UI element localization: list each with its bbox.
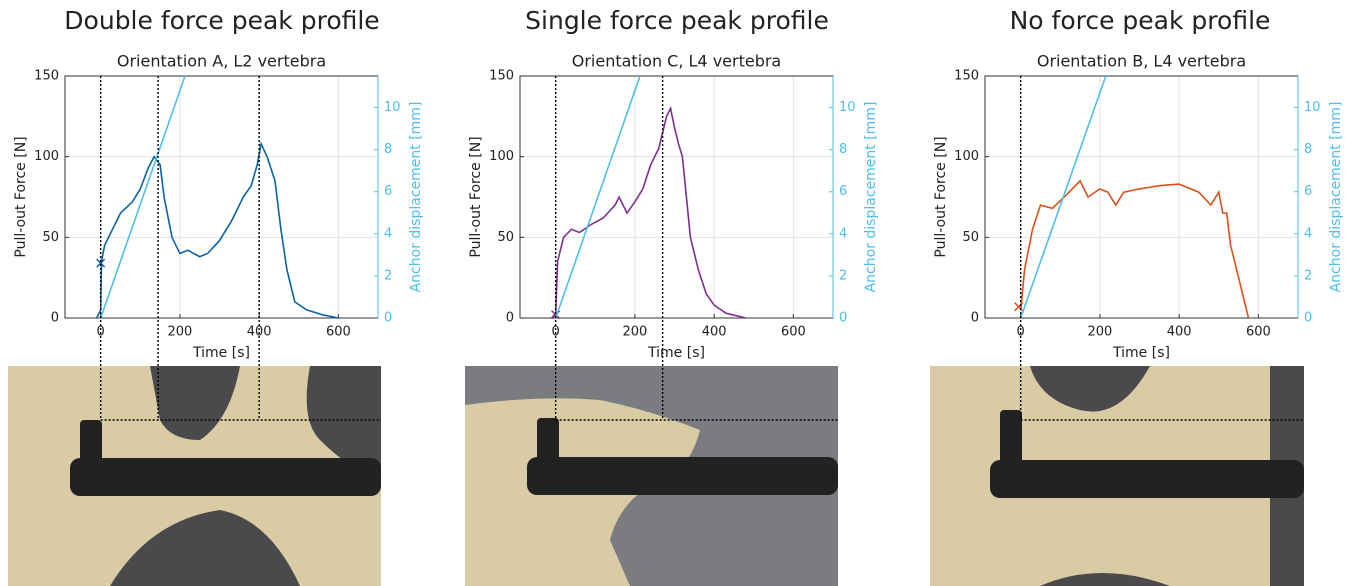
x-axis-label: Time [s]	[647, 345, 705, 361]
y-tick-label: 50	[497, 230, 514, 245]
series-line	[95, 141, 339, 318]
x-axis-label: Time [s]	[192, 345, 250, 361]
y2-tick-label: 8	[1304, 142, 1312, 157]
y2-tick-label: 0	[384, 311, 392, 326]
x-tick-label: 200	[1087, 325, 1112, 340]
x-tick-label: 400	[702, 325, 727, 340]
y-axis-label: Pull-out Force [N]	[468, 136, 484, 257]
y2-tick-label: 2	[384, 268, 392, 283]
plot-frame	[519, 75, 834, 319]
x-tick-label: 200	[622, 325, 647, 340]
photos	[8, 366, 1304, 586]
y2-tick-label: 10	[384, 100, 401, 115]
chart-subtitle: Orientation A, L2 vertebra	[117, 52, 326, 71]
y2-tick-label: 10	[1304, 100, 1321, 115]
y-tick-label: 100	[34, 149, 59, 164]
photo	[930, 366, 1304, 586]
series-line	[1019, 179, 1250, 318]
y2-tick-label: 4	[839, 226, 847, 241]
x-tick-label: 400	[1167, 325, 1192, 340]
y-tick-label: 100	[954, 149, 979, 164]
y2-axis-label: Anchor displacement [mm]	[408, 102, 424, 293]
y-tick-label: 50	[962, 230, 979, 245]
x-tick-label: 600	[326, 325, 351, 340]
y-tick-label: 150	[34, 69, 59, 84]
x-tick-label: 600	[1246, 325, 1271, 340]
series-line	[554, 76, 641, 318]
y-tick-label: 0	[971, 311, 979, 326]
y2-tick-label: 8	[384, 142, 392, 157]
y2-tick-label: 6	[1304, 184, 1312, 199]
series-line	[99, 76, 186, 318]
chart-title: Single force peak profile	[525, 6, 829, 35]
y2-tick-label: 0	[839, 311, 847, 326]
series-line	[551, 105, 746, 318]
chart-subtitle: Orientation B, L4 vertebra	[1037, 52, 1246, 71]
y-tick-label: 0	[51, 311, 59, 326]
marker	[96, 258, 106, 268]
y-tick-label: 0	[506, 311, 514, 326]
plot-frame	[984, 75, 1299, 319]
y2-tick-label: 0	[1304, 311, 1312, 326]
y2-tick-label: 2	[839, 268, 847, 283]
y2-axis-label: Anchor displacement [mm]	[1328, 102, 1344, 293]
series-line	[1019, 76, 1107, 318]
y2-tick-label: 4	[1304, 226, 1312, 241]
x-axis-label: Time [s]	[1112, 345, 1170, 361]
y2-tick-label: 2	[1304, 268, 1312, 283]
plot-frame	[64, 75, 379, 319]
x-tick-label: 600	[781, 325, 806, 340]
y2-tick-label: 4	[384, 226, 392, 241]
photo	[8, 366, 381, 586]
y-tick-label: 150	[489, 69, 514, 84]
y2-tick-label: 10	[839, 100, 856, 115]
photo	[465, 366, 838, 586]
chart-title: Double force peak profile	[64, 6, 379, 35]
y2-tick-label: 6	[384, 184, 392, 199]
chart-subtitle: Orientation C, L4 vertebra	[572, 52, 781, 71]
y-axis-label: Pull-out Force [N]	[13, 136, 29, 257]
y2-axis-label: Anchor displacement [mm]	[863, 102, 879, 293]
y-tick-label: 150	[954, 69, 979, 84]
y-axis-label: Pull-out Force [N]	[933, 136, 949, 257]
chart-title: No force peak profile	[1010, 6, 1271, 35]
y2-tick-label: 8	[839, 142, 847, 157]
y-tick-label: 50	[42, 230, 59, 245]
y-tick-label: 100	[489, 149, 514, 164]
x-tick-label: 200	[167, 325, 192, 340]
y2-tick-label: 6	[839, 184, 847, 199]
